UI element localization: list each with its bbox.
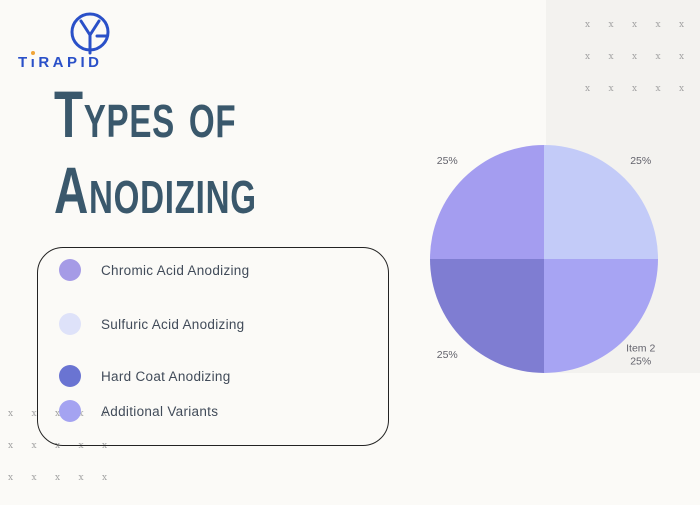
x-mark-icon: x [55,409,61,419]
title-line-2: Anodizing [54,153,257,227]
x-mark-icon: x [655,20,661,30]
x-mark-icon: x [55,473,61,483]
pie-slice-bottom-right [544,259,658,373]
pie-slice-top-left [430,145,544,259]
x-mark-icon: x [31,441,37,451]
x-mark-icon: x [679,52,685,62]
x-mark-icon: x [78,409,84,419]
x-mark-icon: x [655,84,661,94]
legend-swatch [59,400,81,422]
legend-box: Chromic Acid Anodizing Sulfuric Acid Anod… [37,247,389,446]
pie-label-top-right: 25% [630,155,651,169]
x-mark-icon: x [608,52,614,62]
x-mark-icon: x [78,441,84,451]
x-mark-icon: x [102,409,108,419]
x-mark-icon: x [31,473,37,483]
pie-label-percent: 25% [436,348,458,361]
x-mark-icon: x [78,473,84,483]
pie-chart: 25% Item 2 25% 25% 25% [430,145,658,373]
legend-item: Chromic Acid Anodizing [38,258,388,282]
pie-slice-bottom-left [430,259,544,373]
x-mark-icon: x [102,473,108,483]
pie-label-bottom-left: 25% [437,349,458,363]
pie-label-name: Item 2 [626,342,656,355]
legend-swatch [59,313,81,335]
pie-label-percent: 25% [436,155,458,168]
x-mark-icon: x [8,441,14,451]
legend-label: Hard Coat Anodizing [101,368,231,384]
legend-item: Sulfuric Acid Anodizing [38,312,388,336]
brand-logo-text: TıRAPID [18,51,164,71]
x-mark-icon: x [608,84,614,94]
legend-swatch [59,259,81,281]
logo-letter: T [18,54,31,71]
x-mark-icon: x [655,52,661,62]
x-mark-icon: x [608,20,614,30]
x-mark-icon: x [585,20,591,30]
x-mark-icon: x [8,409,14,419]
x-mark-icon: x [8,473,14,483]
pie-label-percent: 25% [630,355,652,368]
bottom-left-x-grid: x x x x x x x x x x x x x x x [8,409,126,505]
pie-slice-top-right [544,145,658,259]
pie-label-percent: 25% [630,155,652,168]
x-mark-icon: x [585,52,591,62]
legend-item: Hard Coat Anodizing [38,364,388,388]
x-mark-icon: x [632,84,638,94]
x-mark-icon: x [632,52,638,62]
x-mark-icon: x [632,20,638,30]
legend-label: Additional Variants [101,403,219,419]
legend-item: Additional Variants [38,399,388,423]
logo-letter-i: ı [30,51,39,71]
top-right-x-grid: x x x x x x x x x x x x x x x [585,20,700,116]
pie-svg [430,145,658,373]
legend-swatch [59,365,81,387]
page-title: Types of Anodizing [54,76,257,228]
pie-label-bottom-right: Item 2 25% [626,342,655,369]
pie-label-top-left: 25% [437,155,458,169]
legend-label: Chromic Acid Anodizing [101,262,250,278]
x-mark-icon: x [102,441,108,451]
legend-label: Sulfuric Acid Anodizing [101,316,245,332]
x-mark-icon: x [585,84,591,94]
title-line-1: Types of [54,77,237,151]
x-mark-icon: x [31,409,37,419]
logo-letters: RAPID [38,54,103,71]
brand-logo-icon [70,12,110,55]
x-mark-icon: x [679,84,685,94]
x-mark-icon: x [679,20,685,30]
x-mark-icon: x [55,441,61,451]
